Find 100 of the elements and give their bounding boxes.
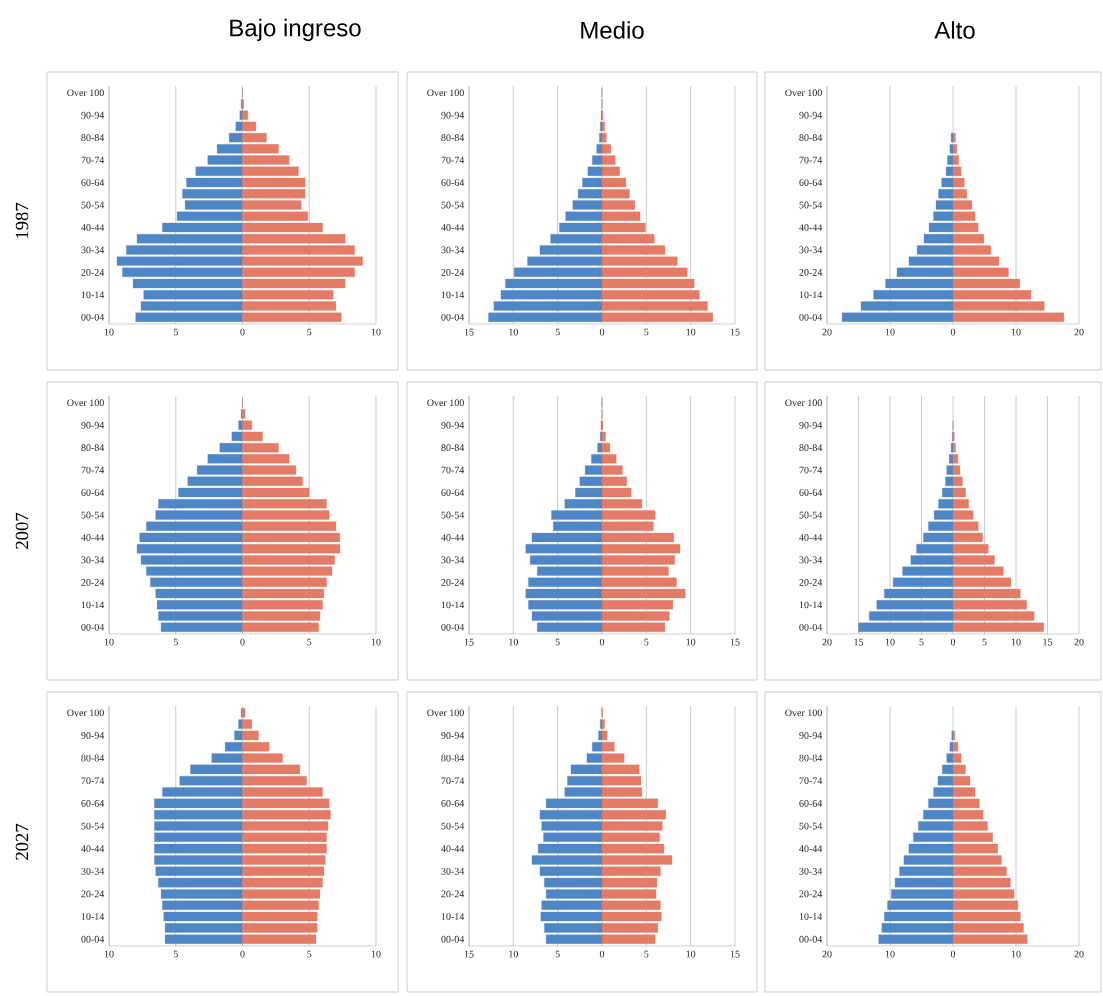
y-tick-label: 10-14: [81, 291, 105, 299]
x-tick-label: 10: [371, 328, 381, 336]
y-tick-label: 40-44: [81, 845, 105, 853]
y-tick-label: 00-04: [441, 313, 465, 321]
y-tick-label: 10-14: [799, 913, 823, 920]
y-tick-label: 80-84: [799, 754, 823, 762]
x-tick-label: 20: [822, 638, 832, 646]
x-tick-label: 5: [555, 638, 560, 646]
y-tick-label: 90-94: [441, 111, 465, 119]
x-tick-label: 0: [240, 638, 245, 646]
y-tick-label: 60-64: [81, 799, 105, 807]
x-tick-label: 10: [686, 950, 696, 958]
x-tick-label: 10: [371, 638, 381, 646]
y-axis-title: 1987: [15, 202, 29, 239]
y-tick-label: 40-44: [81, 224, 105, 231]
y-tick-label: 40-44: [441, 224, 465, 231]
y-tick-label: 60-64: [441, 489, 465, 496]
x-tick-label: 15: [464, 638, 474, 646]
x-tick-label: 0: [240, 950, 245, 958]
x-tick-label: 10: [104, 328, 114, 336]
y-tick-label: 60-64: [81, 489, 105, 496]
x-tick-label: 10: [104, 950, 114, 958]
y-tick-label: 60-64: [441, 799, 465, 807]
x-tick-label: 15: [464, 950, 474, 958]
y-tick-label: 10-14: [81, 913, 105, 920]
y-tick-label: Over 100: [785, 709, 822, 717]
y-tick-label: 00-04: [799, 623, 823, 631]
x-tick-label: 5: [919, 638, 924, 646]
x-tick-label: 10: [686, 328, 696, 336]
y-tick-label: 40-44: [81, 534, 105, 541]
y-tick-label: 70-74: [441, 777, 465, 785]
y-tick-label: Over 100: [785, 89, 822, 97]
y-tick-label: 80-84: [81, 444, 105, 452]
y-tick-label: 60-64: [799, 179, 823, 186]
y-tick-label: 00-04: [81, 623, 105, 631]
x-tick-label: 5: [173, 638, 178, 646]
y-tick-label: 50-54: [81, 822, 105, 830]
y-tick-label: 70-74: [81, 777, 105, 785]
y-tick-label: 10-14: [799, 291, 823, 299]
y-tick-label: 00-04: [441, 623, 465, 631]
y-tick-label: 80-84: [441, 444, 465, 452]
x-tick-label: 10: [686, 638, 696, 646]
x-tick-label: 10: [1011, 328, 1021, 336]
y-tick-label: 90-94: [441, 421, 465, 429]
y-tick-label: 90-94: [81, 421, 105, 429]
x-tick-label: 0: [240, 328, 245, 336]
y-tick-label: 70-74: [441, 156, 465, 164]
y-tick-label: Over 100: [785, 399, 822, 407]
y-tick-label: 70-74: [81, 466, 105, 474]
y-tick-label: Over 100: [427, 709, 464, 717]
y-tick-label: 30-34: [81, 867, 105, 875]
y-tick-label: 80-84: [799, 444, 823, 452]
y-tick-label: 00-04: [81, 313, 105, 321]
x-tick-label: 20: [1074, 328, 1084, 336]
x-tick-label: 5: [982, 638, 987, 646]
y-tick-label: 80-84: [81, 754, 105, 762]
y-tick-label: 30-34: [799, 867, 823, 875]
y-tick-label: 90-94: [81, 732, 105, 739]
y-tick-label: 90-94: [799, 111, 823, 119]
y-tick-label: Over 100: [427, 89, 464, 97]
x-tick-label: 15: [854, 638, 864, 646]
x-tick-label: 10: [885, 638, 895, 646]
y-tick-label: 10-14: [81, 601, 105, 609]
y-tick-label: 10-14: [441, 913, 465, 920]
y-tick-label: 20-24: [441, 578, 465, 586]
x-tick-label: 10: [885, 950, 895, 958]
x-tick-label: 5: [307, 950, 312, 958]
y-tick-label: 40-44: [799, 534, 823, 541]
y-tick-label: 90-94: [799, 421, 823, 429]
y-tick-label: 60-64: [799, 799, 823, 807]
y-tick-label: 70-74: [799, 156, 823, 164]
y-tick-label: 70-74: [81, 156, 105, 164]
y-tick-label: 90-94: [799, 732, 823, 739]
x-tick-label: 15: [1043, 638, 1053, 646]
x-tick-label: 20: [1074, 638, 1084, 646]
y-tick-label: 00-04: [799, 313, 823, 321]
y-tick-label: 40-44: [441, 534, 465, 541]
y-tick-label: 00-04: [799, 935, 823, 943]
y-tick-label: 50-54: [441, 822, 465, 830]
y-tick-label: 20-24: [81, 578, 105, 586]
y-tick-label: 50-54: [799, 511, 823, 519]
y-tick-label: 20-24: [799, 268, 823, 276]
y-tick-label: 50-54: [441, 201, 465, 209]
x-tick-label: 15: [464, 328, 474, 336]
y-tick-label: 70-74: [799, 777, 823, 785]
x-tick-label: 15: [730, 638, 740, 646]
y-tick-label: 10-14: [441, 291, 465, 299]
y-tick-label: 20-24: [799, 890, 823, 898]
x-tick-label: 10: [371, 950, 381, 958]
x-tick-label: 10: [1011, 950, 1021, 958]
y-tick-label: Over 100: [67, 89, 104, 97]
x-tick-label: 10: [885, 328, 895, 336]
y-tick-label: 30-34: [81, 556, 105, 564]
x-tick-label: 5: [173, 328, 178, 336]
y-tick-label: 70-74: [799, 466, 823, 474]
y-tick-label: 90-94: [81, 111, 105, 119]
y-tick-label: 50-54: [81, 511, 105, 519]
y-axis-title: 2027: [15, 823, 29, 860]
x-tick-label: 0: [950, 328, 956, 336]
y-tick-label: 80-84: [799, 134, 823, 142]
